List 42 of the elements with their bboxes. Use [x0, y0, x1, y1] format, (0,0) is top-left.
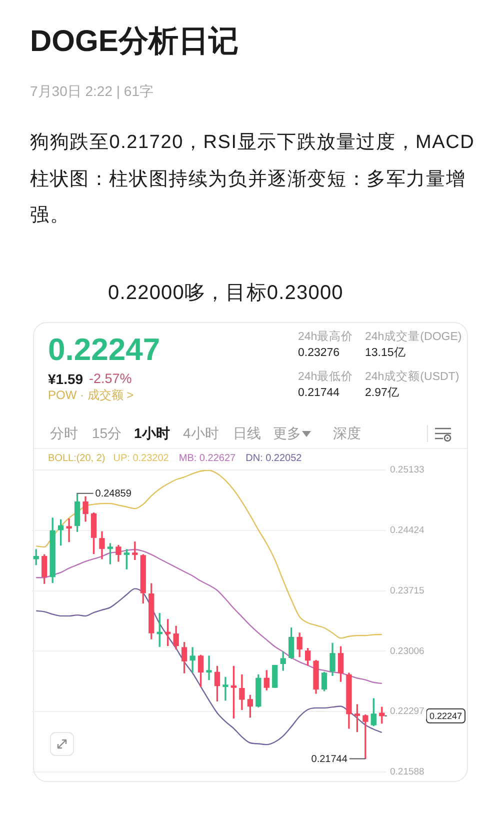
text: 0.21744 [298, 386, 340, 399]
text: 1小时 [134, 425, 170, 441]
candlestick [206, 656, 212, 680]
text: MB: 0.22627 [178, 453, 236, 464]
text: 24h最高价 [298, 331, 354, 344]
line-series [36, 588, 382, 746]
text: 24h成交额(USDT) [365, 371, 460, 384]
chart-title: DOGE分析日记 [30, 25, 238, 58]
text: 4小时 [183, 425, 219, 441]
text: -2.57% [89, 370, 132, 386]
text: 更多 [273, 425, 301, 441]
y-tick-label: 0.24424 [390, 525, 424, 536]
candlestick [222, 676, 228, 701]
text: 深度 [333, 425, 361, 441]
y-tick-label: 0.23715 [390, 585, 424, 596]
text: 分时 [50, 425, 78, 441]
ref-line-label: 0.22247 [429, 710, 462, 721]
text: 13.15亿 [365, 346, 406, 359]
text: 狗狗跌至0.21720，RSI显示下跌放量过度，MACD柱状图：柱状图持续为负并逐渐变短：多军力量增强。 [30, 131, 476, 228]
text: 24h最低价 [298, 371, 354, 384]
line-series [36, 470, 382, 639]
text: 日线 [233, 425, 261, 441]
candlestick [190, 647, 196, 672]
text: POW · 成交额 > [48, 388, 134, 402]
annotation: 0.24859 [95, 488, 132, 500]
y-tick-label: 0.25133 [390, 464, 424, 476]
text: 24h成交量(DOGE) [365, 331, 462, 344]
text: 0.22247 [48, 332, 160, 367]
text: ¥1.59 [48, 370, 84, 386]
y-tick-label: 0.21588 [390, 766, 424, 778]
text: BOLL:(20, 2) [48, 453, 106, 464]
annotation: 0.21744 [311, 754, 348, 765]
series-label: UP: 0.23202 [113, 453, 169, 464]
text: 2.97亿 [365, 386, 400, 399]
text: 0.23276 [298, 346, 340, 359]
text: DN: 0.22052 [246, 453, 302, 464]
y-tick-label: 0.22297 [390, 706, 424, 718]
text: 15分 [92, 425, 122, 441]
text: 0.22000哆，目标0.23000 [108, 282, 344, 304]
y-tick-label: 0.23006 [390, 646, 424, 657]
chart-subtitle: 7月30日 2:22 | 61字 [30, 83, 154, 99]
candlestick [66, 518, 72, 542]
